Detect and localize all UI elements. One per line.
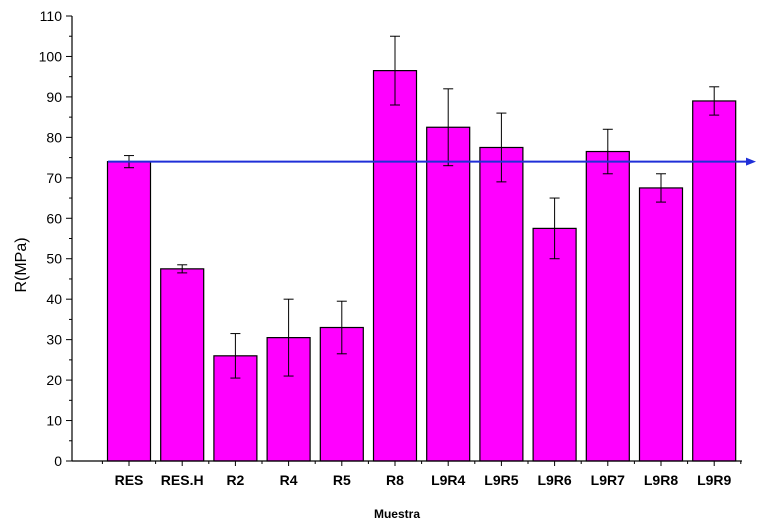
y-tick-label: 10: [46, 413, 62, 429]
bar-L9R4: [426, 126, 471, 462]
bar-L9R9: [692, 100, 737, 462]
y-tick-label: 70: [46, 170, 62, 186]
x-tick-label: R2: [226, 472, 244, 488]
y-tick-label: 40: [46, 291, 62, 307]
y-tick-label: 0: [54, 453, 62, 469]
y-tick-label: 20: [46, 372, 62, 388]
axes-layer: 0 10 20 30 40 50 60 70 80 90 100 110 RES RES.H R2 R4 R5 R…: [39, 8, 742, 488]
y-tick-label: 30: [46, 332, 62, 348]
x-tick-label: R4: [280, 472, 298, 488]
bar-L9R6: [532, 227, 577, 462]
bar-L9R5: [479, 146, 524, 462]
error-bars-layer: [124, 35, 720, 379]
x-tick-label: R8: [386, 472, 404, 488]
bar-R8: [372, 70, 418, 462]
x-tick-label: L9R9: [697, 472, 731, 488]
reference-line-layer: [108, 157, 756, 166]
x-tick-label: L9R8: [644, 472, 678, 488]
y-tick-label: 80: [46, 129, 62, 145]
x-tick-label: L9R4: [431, 472, 465, 488]
bars-layer: [106, 70, 737, 462]
y-tick-label: 90: [46, 89, 62, 105]
bar-RES: [106, 161, 152, 462]
bar-L9R7: [585, 150, 630, 462]
x-tick-label: R5: [333, 472, 351, 488]
y-tick-label: 110: [40, 8, 63, 24]
x-tick-label: L9R5: [484, 472, 518, 488]
x-tick-label: L9R6: [537, 472, 571, 488]
bar-L9R8: [638, 187, 684, 462]
y-tick-label: 100: [39, 48, 63, 64]
x-axis-title: Muestra: [374, 507, 420, 521]
x-tick-label: L9R7: [591, 472, 625, 488]
x-tick-label: RES: [115, 472, 144, 488]
x-tick-label: RES.H: [161, 472, 204, 488]
reference-arrow-icon: [746, 157, 756, 166]
y-tick-label: 50: [46, 251, 62, 267]
y-axis-title: R(MPa): [13, 237, 30, 292]
y-tick-label: 60: [46, 210, 62, 226]
bar-RES.H: [160, 268, 205, 462]
